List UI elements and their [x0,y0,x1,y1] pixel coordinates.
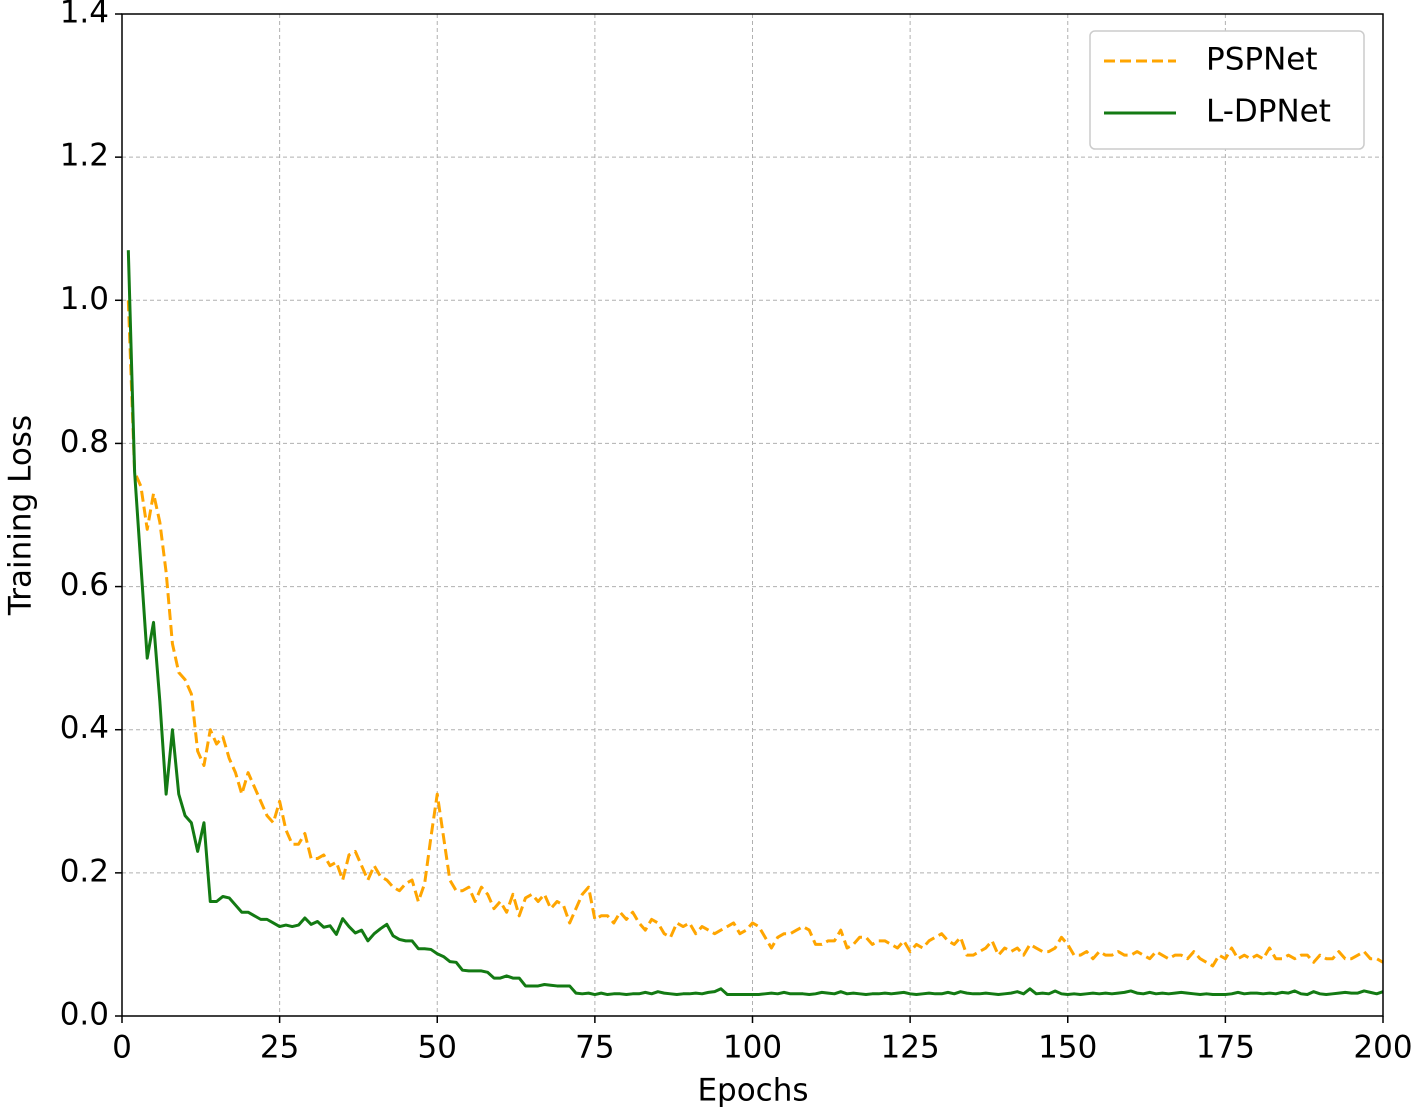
x-tick-label: 175 [1196,1030,1255,1066]
legend: PSPNet L-DPNet [1089,30,1365,150]
x-tick-label: 200 [1353,1030,1412,1066]
x-tick-label: 50 [418,1030,457,1066]
y-tick-label: 0.4 [60,710,109,746]
x-tick-label: 100 [723,1030,782,1066]
x-tick-label: 75 [575,1030,614,1066]
y-axis-label: Training Loss [3,415,39,616]
legend-label: L-DPNet [1206,94,1331,130]
x-tick-label: 0 [112,1030,132,1066]
y-tick-label: 1.2 [60,138,109,174]
y-tick-label: 0.6 [60,567,109,603]
y-tick-label: 0.2 [60,853,109,889]
x-tick-label: 25 [260,1030,299,1066]
series-line [126,300,1384,968]
y-tick-label: 1.4 [60,0,109,31]
plot-frame [121,13,1384,1017]
series-line [126,250,1384,997]
legend-label: PSPNet [1206,42,1317,78]
y-tick-label: 0.0 [60,997,109,1033]
y-tick-label: 1.0 [60,281,109,317]
y-tick-label: 0.8 [60,424,109,460]
x-axis-label: Epochs [697,1073,808,1109]
x-tick-label: 150 [1038,1030,1097,1066]
x-tick-label: 125 [881,1030,940,1066]
